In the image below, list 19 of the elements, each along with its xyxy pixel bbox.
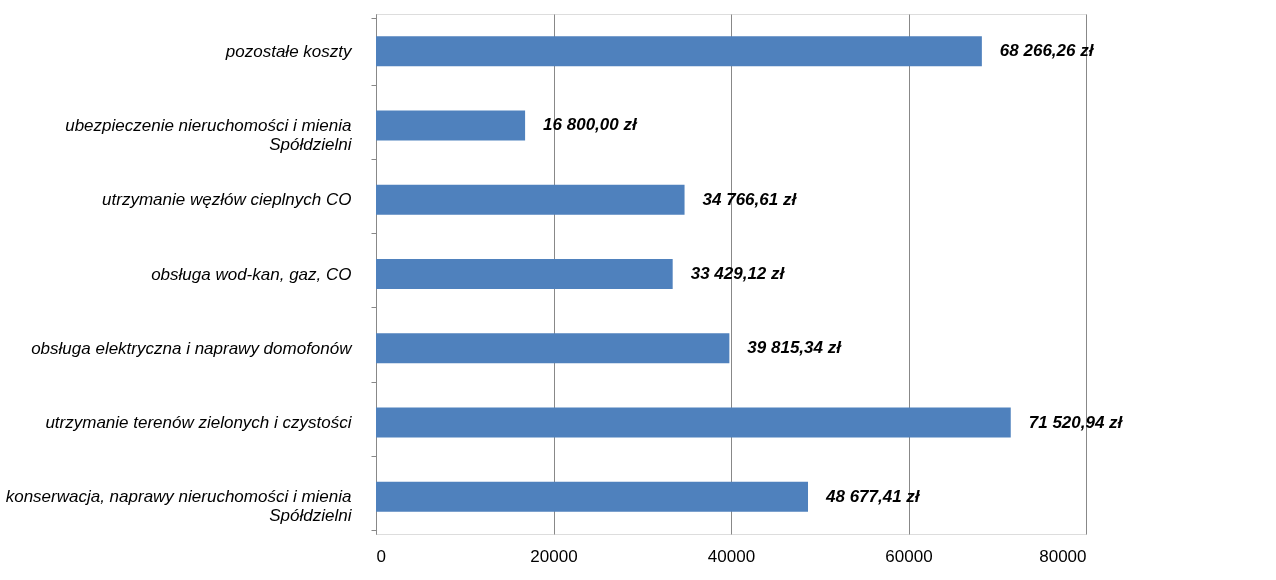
data-label: 33 429,12 zł [690, 264, 786, 283]
y-tick-label: utrzymanie węzłów cieplnych CO [102, 190, 352, 210]
x-tick-label: 0 [376, 546, 386, 566]
y-tick-label: konserwacja, naprawy nieruchomości i mienia Spółdzielni [5, 487, 353, 526]
y-tick-label: ubezpieczenie nieruchomości i mienia Spółdzielni [65, 115, 353, 154]
data-label: 68 266,26 zł [999, 41, 1095, 61]
x-tick-label: 20000 [530, 546, 578, 566]
data-label: 71 520,94 zł [1028, 412, 1124, 432]
x-tick-label: 60000 [885, 546, 933, 566]
x-tick-label: 80000 [1039, 546, 1087, 566]
data-label: 48 677,41 zł [825, 486, 921, 506]
y-tick-label: obsługa elektryczna i naprawy domofonów [31, 338, 354, 358]
data-label: 39 815,34 zł [747, 338, 843, 358]
data-label: 34 766,61 zł [702, 189, 798, 209]
x-tick-label: 40000 [707, 546, 756, 566]
y-tick-label: utrzymanie terenów zielonych i czystości [45, 413, 353, 433]
data-label: 16 800,00 zł [543, 115, 638, 135]
y-tick-label: pozostałe koszty [224, 41, 353, 61]
y-tick-label: obsługa wod-kan, gaz, CO [151, 264, 352, 284]
